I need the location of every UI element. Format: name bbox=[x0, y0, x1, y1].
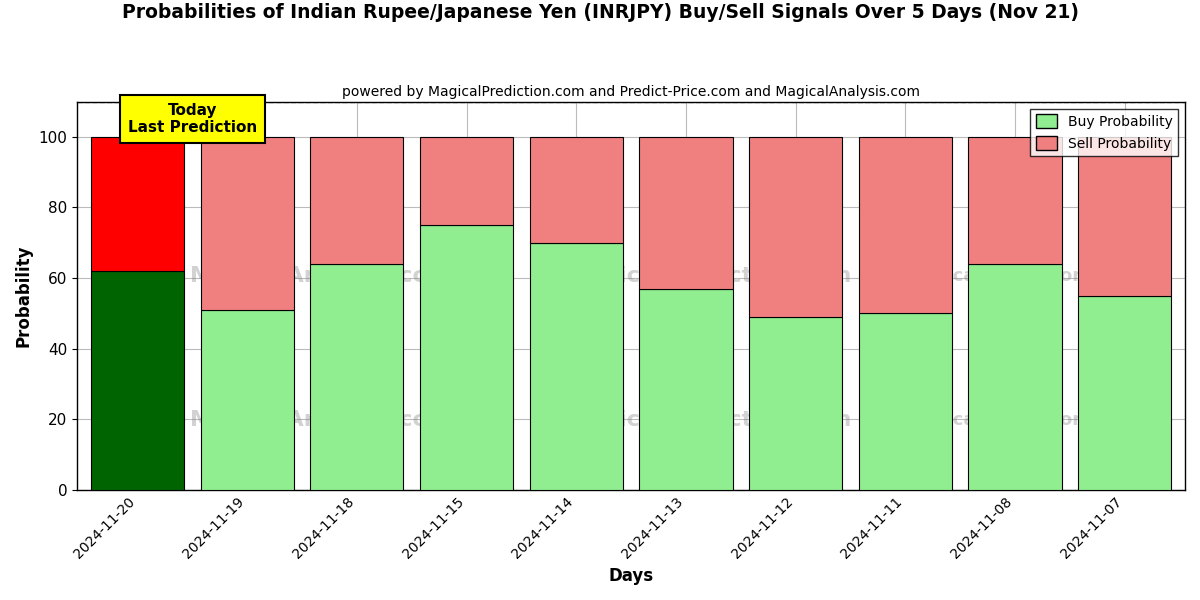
Text: MagicalPrediction.com: MagicalPrediction.com bbox=[904, 268, 1134, 286]
Bar bbox=[749, 317, 842, 490]
Text: MagicalPrediction.com: MagicalPrediction.com bbox=[904, 411, 1134, 429]
Bar bbox=[968, 137, 1062, 264]
Bar bbox=[529, 243, 623, 490]
Text: MagicalAnalysis.com: MagicalAnalysis.com bbox=[191, 410, 451, 430]
Bar bbox=[968, 264, 1062, 490]
Bar bbox=[859, 313, 952, 490]
Title: powered by MagicalPrediction.com and Predict-Price.com and MagicalAnalysis.com: powered by MagicalPrediction.com and Pre… bbox=[342, 85, 920, 99]
Bar bbox=[859, 137, 952, 313]
Legend: Buy Probability, Sell Probability: Buy Probability, Sell Probability bbox=[1030, 109, 1178, 156]
X-axis label: Days: Days bbox=[608, 567, 654, 585]
Text: MagicalPrediction.com: MagicalPrediction.com bbox=[566, 410, 851, 430]
Bar bbox=[200, 310, 294, 490]
Bar bbox=[529, 137, 623, 243]
Y-axis label: Probability: Probability bbox=[14, 244, 32, 347]
Bar bbox=[640, 289, 732, 490]
Text: Today
Last Prediction: Today Last Prediction bbox=[127, 103, 257, 136]
Bar bbox=[200, 137, 294, 310]
Bar bbox=[91, 137, 184, 271]
Bar bbox=[311, 137, 403, 264]
Bar bbox=[749, 137, 842, 317]
Bar bbox=[420, 225, 514, 490]
Text: Probabilities of Indian Rupee/Japanese Yen (INRJPY) Buy/Sell Signals Over 5 Days: Probabilities of Indian Rupee/Japanese Y… bbox=[121, 3, 1079, 22]
Bar bbox=[91, 271, 184, 490]
Bar bbox=[1078, 296, 1171, 490]
Bar bbox=[640, 137, 732, 289]
Bar bbox=[311, 264, 403, 490]
Text: MagicalAnalysis.com: MagicalAnalysis.com bbox=[191, 266, 451, 286]
Text: MagicalPrediction.com: MagicalPrediction.com bbox=[566, 266, 851, 286]
Bar bbox=[420, 137, 514, 225]
Bar bbox=[1078, 137, 1171, 296]
